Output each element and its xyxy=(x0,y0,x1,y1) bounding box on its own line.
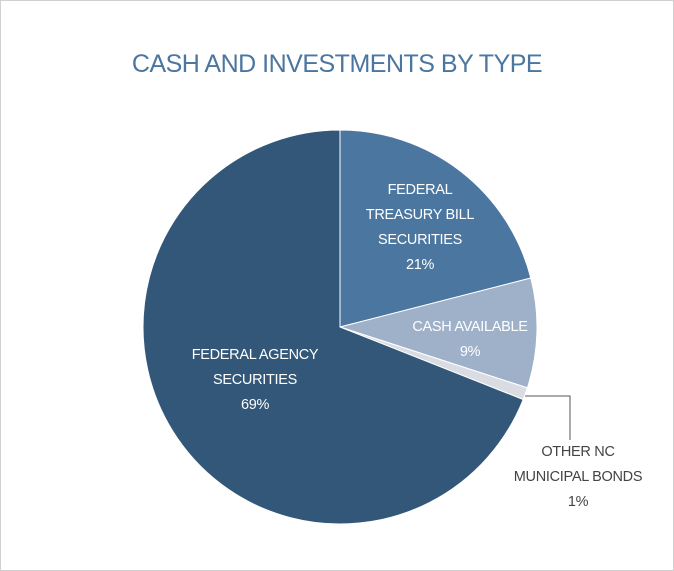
slice-label: CASH AVAILABLE 9% xyxy=(385,315,555,365)
slice-label: FEDERAL TREASURY BILL SECURITIES 21% xyxy=(355,178,485,278)
category-label: OTHER NC MUNICIPAL BONDS xyxy=(513,444,643,485)
leader-line xyxy=(522,395,571,440)
value-label: 69% xyxy=(240,397,270,413)
pie-slice xyxy=(339,129,532,328)
category-label: CASH AVAILABLE xyxy=(412,319,528,335)
pie-slice xyxy=(142,129,524,525)
value-label: 9% xyxy=(459,344,481,360)
value-label: 1% xyxy=(567,494,589,510)
category-label: FEDERAL AGENCY SECURITIES xyxy=(191,347,319,388)
pie-slice xyxy=(338,277,538,389)
slice-label: FEDERAL AGENCY SECURITIES 69% xyxy=(170,343,340,418)
value-label: 21% xyxy=(405,257,435,273)
category-label: FEDERAL TREASURY BILL SECURITIES xyxy=(365,182,475,248)
slice-label: OTHER NC MUNICIPAL BONDS 1% xyxy=(503,440,653,515)
chart-title: CASH AND INVESTMENTS BY TYPE xyxy=(131,50,543,78)
